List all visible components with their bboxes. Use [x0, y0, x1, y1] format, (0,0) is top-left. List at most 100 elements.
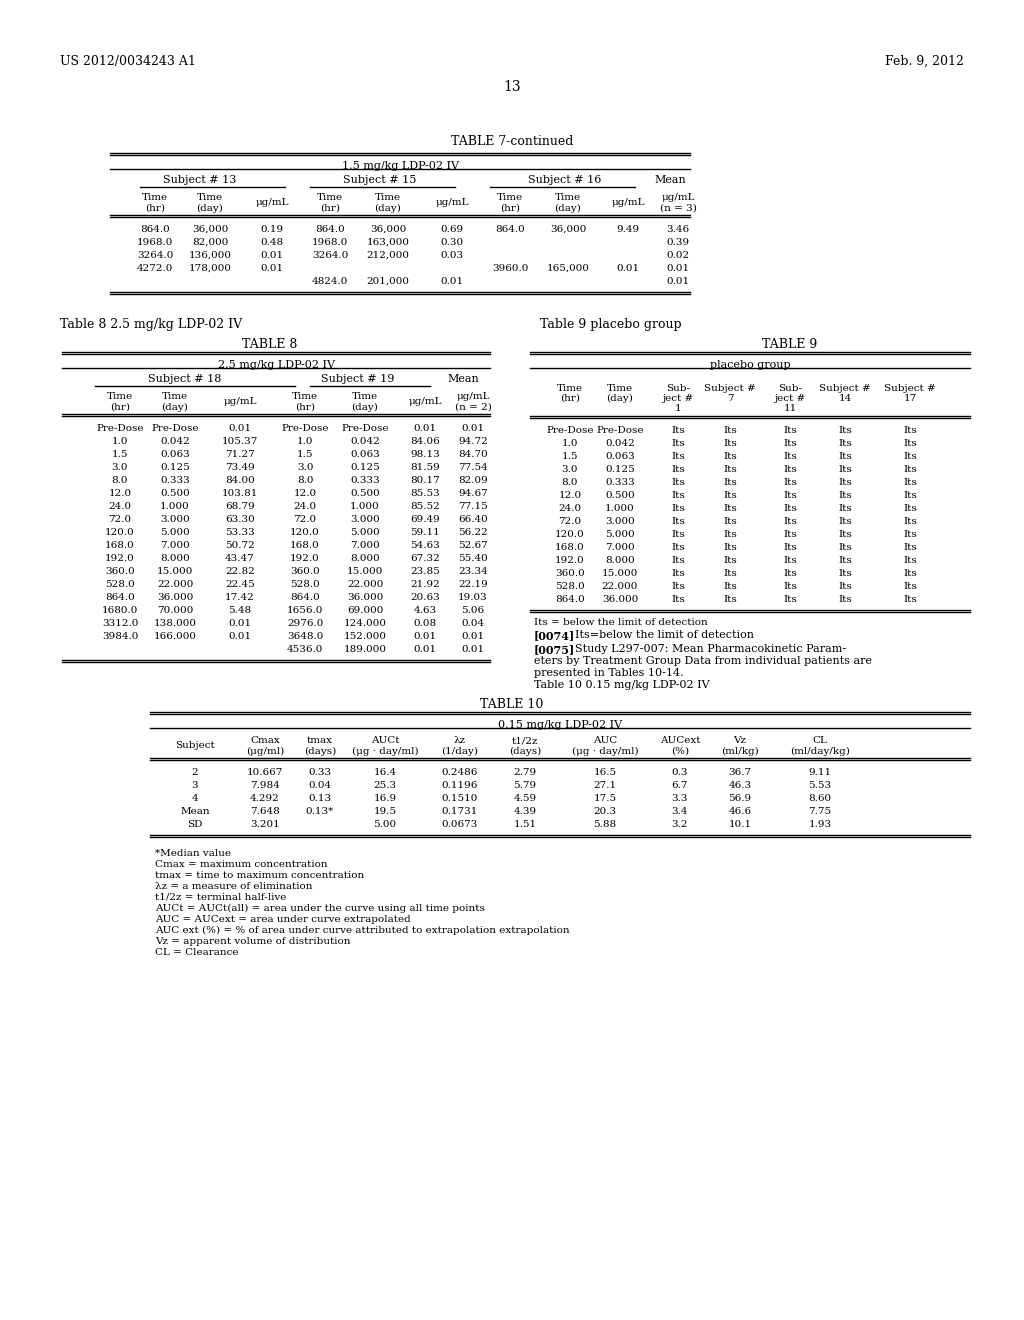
Text: Its: Its	[903, 491, 916, 500]
Text: 13: 13	[503, 81, 521, 94]
Text: 14: 14	[839, 393, 852, 403]
Text: AUCext: AUCext	[659, 737, 700, 744]
Text: 4.63: 4.63	[414, 606, 436, 615]
Text: Its: Its	[903, 451, 916, 461]
Text: 360.0: 360.0	[105, 568, 135, 576]
Text: Its: Its	[838, 491, 852, 500]
Text: 7.000: 7.000	[350, 541, 380, 550]
Text: 8.0: 8.0	[297, 477, 313, 484]
Text: Its: Its	[903, 531, 916, 539]
Text: Its: Its	[783, 478, 797, 487]
Text: Its: Its	[783, 556, 797, 565]
Text: (%): (%)	[671, 747, 689, 756]
Text: TABLE 8: TABLE 8	[243, 338, 298, 351]
Text: 4.292: 4.292	[250, 795, 280, 803]
Text: 0.125: 0.125	[605, 465, 635, 474]
Text: (day): (day)	[351, 403, 379, 412]
Text: 864.0: 864.0	[140, 224, 170, 234]
Text: 3312.0: 3312.0	[101, 619, 138, 628]
Text: 69.49: 69.49	[411, 515, 440, 524]
Text: Its: Its	[903, 595, 916, 605]
Text: Its: Its	[838, 451, 852, 461]
Text: 20.63: 20.63	[411, 593, 440, 602]
Text: Time: Time	[292, 392, 318, 401]
Text: placebo group: placebo group	[710, 360, 791, 370]
Text: 864.0: 864.0	[290, 593, 319, 602]
Text: Its: Its	[723, 517, 737, 525]
Text: 23.34: 23.34	[458, 568, 487, 576]
Text: (hr): (hr)	[295, 403, 315, 412]
Text: 5.00: 5.00	[374, 820, 396, 829]
Text: μg/mL: μg/mL	[457, 392, 489, 401]
Text: Its: Its	[783, 543, 797, 552]
Text: Its: Its	[671, 426, 685, 436]
Text: Its: Its	[671, 440, 685, 447]
Text: 1.5: 1.5	[112, 450, 128, 459]
Text: 5.000: 5.000	[350, 528, 380, 537]
Text: (days): (days)	[509, 747, 541, 756]
Text: Subject # 18: Subject # 18	[148, 374, 221, 384]
Text: 0.01: 0.01	[462, 632, 484, 642]
Text: Its: Its	[838, 595, 852, 605]
Text: Its: Its	[838, 531, 852, 539]
Text: Its: Its	[671, 569, 685, 578]
Text: Its: Its	[723, 569, 737, 578]
Text: 54.63: 54.63	[411, 541, 440, 550]
Text: 12.0: 12.0	[294, 488, 316, 498]
Text: 3.000: 3.000	[350, 515, 380, 524]
Text: (day): (day)	[375, 205, 401, 213]
Text: 1.0: 1.0	[112, 437, 128, 446]
Text: Its: Its	[838, 478, 852, 487]
Text: 19.03: 19.03	[458, 593, 487, 602]
Text: Pre-Dose: Pre-Dose	[596, 426, 644, 436]
Text: 94.72: 94.72	[458, 437, 487, 446]
Text: Its: Its	[723, 531, 737, 539]
Text: 1.0: 1.0	[562, 440, 579, 447]
Text: μg/mL: μg/mL	[255, 198, 289, 207]
Text: 15.000: 15.000	[347, 568, 383, 576]
Text: Subject #: Subject #	[705, 384, 756, 393]
Text: 67.32: 67.32	[411, 554, 440, 564]
Text: Its: Its	[903, 465, 916, 474]
Text: Pre-Dose: Pre-Dose	[96, 424, 143, 433]
Text: 5.53: 5.53	[808, 781, 831, 789]
Text: 22.000: 22.000	[602, 582, 638, 591]
Text: (day): (day)	[162, 403, 188, 412]
Text: 17: 17	[903, 393, 916, 403]
Text: Mean: Mean	[654, 176, 686, 185]
Text: 82,000: 82,000	[191, 238, 228, 247]
Text: 55.40: 55.40	[458, 554, 487, 564]
Text: 1680.0: 1680.0	[101, 606, 138, 615]
Text: Its: Its	[723, 451, 737, 461]
Text: Subject: Subject	[175, 741, 215, 750]
Text: Its: Its	[838, 543, 852, 552]
Text: Its: Its	[723, 491, 737, 500]
Text: 3.0: 3.0	[297, 463, 313, 473]
Text: TABLE 10: TABLE 10	[480, 698, 544, 711]
Text: 3.000: 3.000	[160, 515, 189, 524]
Text: Its: Its	[671, 517, 685, 525]
Text: Subject #: Subject #	[884, 384, 936, 393]
Text: 0.042: 0.042	[605, 440, 635, 447]
Text: Sub-: Sub-	[778, 384, 802, 393]
Text: 3.000: 3.000	[605, 517, 635, 525]
Text: Cmax = maximum concentration: Cmax = maximum concentration	[155, 861, 328, 869]
Text: 63.30: 63.30	[225, 515, 255, 524]
Text: Study L297-007: Mean Pharmacokinetic Param-: Study L297-007: Mean Pharmacokinetic Par…	[575, 644, 846, 653]
Text: (n = 3): (n = 3)	[659, 205, 696, 213]
Text: 53.33: 53.33	[225, 528, 255, 537]
Text: 46.6: 46.6	[728, 807, 752, 816]
Text: Its: Its	[723, 426, 737, 436]
Text: 7.984: 7.984	[250, 781, 280, 789]
Text: 84.00: 84.00	[225, 477, 255, 484]
Text: Subject # 13: Subject # 13	[163, 176, 237, 185]
Text: Its: Its	[838, 504, 852, 513]
Text: 0.01: 0.01	[667, 277, 689, 286]
Text: Its: Its	[903, 569, 916, 578]
Text: 19.5: 19.5	[374, 807, 396, 816]
Text: 0.500: 0.500	[605, 491, 635, 500]
Text: 0.125: 0.125	[160, 463, 189, 473]
Text: 360.0: 360.0	[290, 568, 319, 576]
Text: 3.201: 3.201	[250, 820, 280, 829]
Text: Subject # 16: Subject # 16	[528, 176, 602, 185]
